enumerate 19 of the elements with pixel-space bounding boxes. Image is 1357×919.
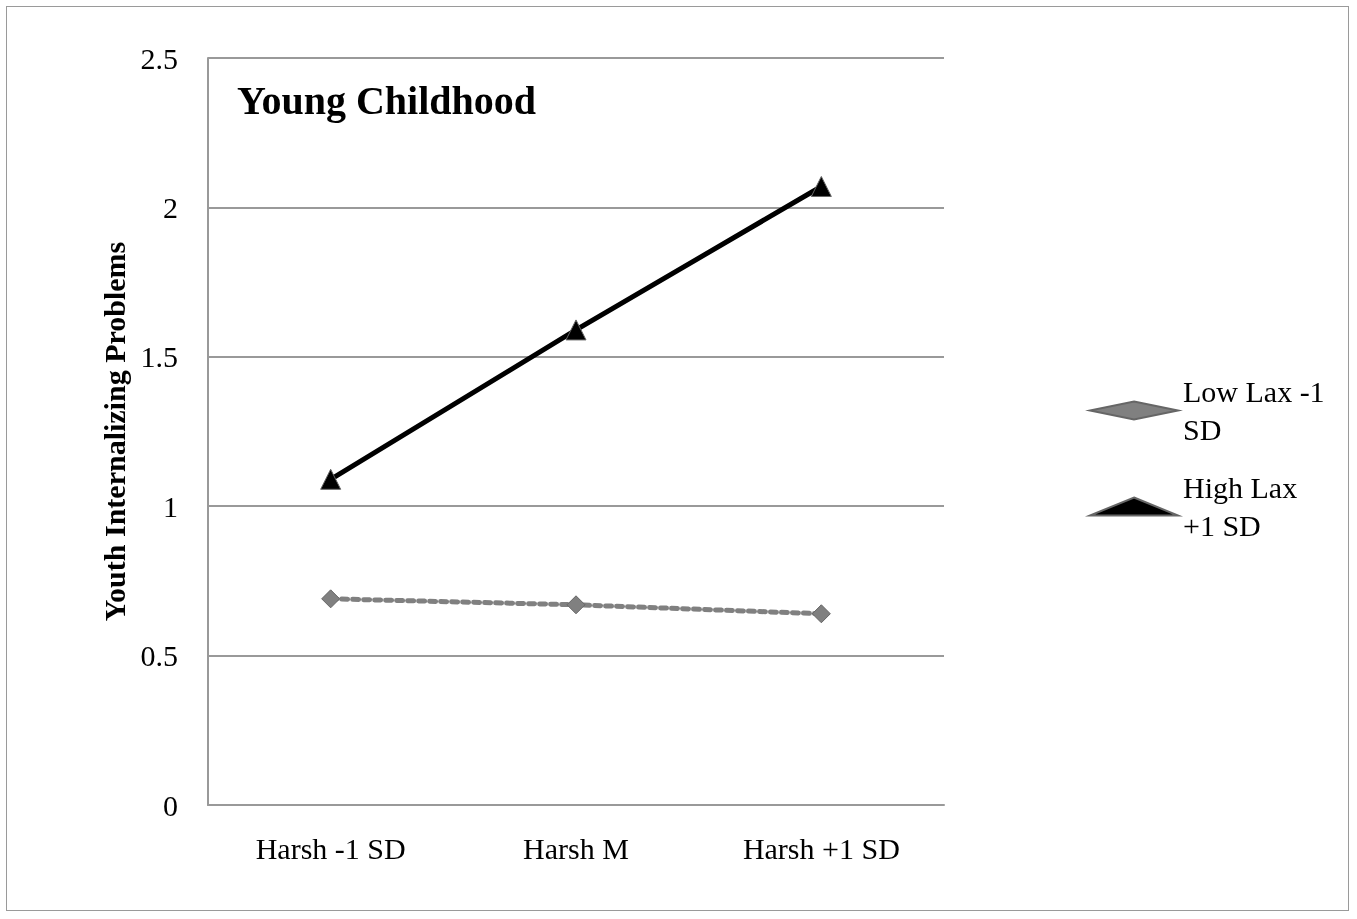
point <box>320 468 342 490</box>
point <box>565 319 587 341</box>
point <box>811 604 831 624</box>
point <box>566 595 586 615</box>
x-tick-label: Harsh +1 SD <box>742 831 900 865</box>
text: Young Childhood <box>237 77 537 123</box>
point <box>810 175 832 197</box>
y-tick-label: 1.5 <box>140 340 178 374</box>
legend-label: Low Lax -1 SD <box>1183 375 1333 446</box>
x-tick-label: Harsh -1 SD <box>255 831 406 865</box>
y-tick-label: 0 <box>163 788 178 822</box>
y-axis-title: Youth Internalizing Problems <box>98 241 132 622</box>
x-tick-label: Harsh M <box>523 831 629 865</box>
y-tick-label: 2.5 <box>140 41 178 75</box>
y-tick-label: 0.5 <box>140 639 178 673</box>
y-tick-label: 2 <box>163 190 178 224</box>
legend-label: High Lax +1 SD <box>1183 471 1305 542</box>
point <box>321 589 341 609</box>
y-tick-label: 1 <box>163 489 178 523</box>
